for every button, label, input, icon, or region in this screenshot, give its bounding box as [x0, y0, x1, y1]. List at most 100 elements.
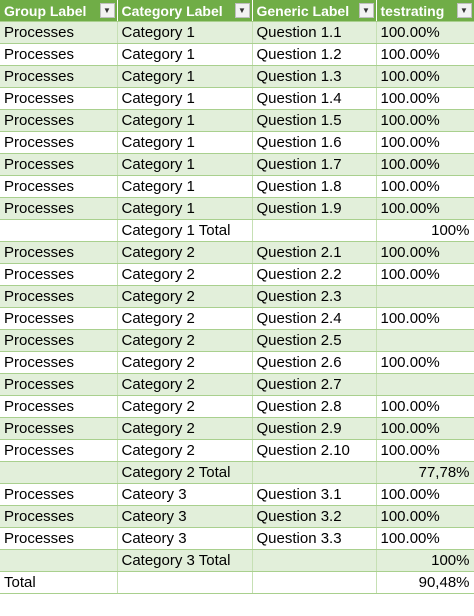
cell-generic[interactable]: Question 1.7	[252, 153, 377, 176]
cell-category[interactable]: Category 1	[117, 65, 253, 88]
cell-category[interactable]: Category 2	[117, 241, 253, 264]
cell-rating[interactable]: 100%	[376, 549, 474, 572]
header-testrating[interactable]: testrating ▼	[376, 0, 474, 22]
cell-group[interactable]: Processes	[0, 307, 118, 330]
cell-group[interactable]: Processes	[0, 527, 118, 550]
cell-generic[interactable]	[252, 549, 377, 572]
cell-rating[interactable]: 100.00%	[376, 263, 474, 286]
cell-rating[interactable]: 100.00%	[376, 43, 474, 66]
cell-generic[interactable]: Question 2.5	[252, 329, 377, 352]
header-group-label[interactable]: Group Label ▼	[0, 0, 118, 22]
cell-rating[interactable]: 100.00%	[376, 87, 474, 110]
cell-generic[interactable]: Question 3.1	[252, 483, 377, 506]
cell-group[interactable]: Processes	[0, 109, 118, 132]
cell-generic[interactable]: Question 2.10	[252, 439, 377, 462]
cell-rating[interactable]: 100.00%	[376, 351, 474, 374]
cell-group[interactable]: Processes	[0, 65, 118, 88]
cell-rating[interactable]: 100.00%	[376, 109, 474, 132]
cell-group[interactable]: Processes	[0, 241, 118, 264]
cell-generic[interactable]: Question 2.2	[252, 263, 377, 286]
cell-generic[interactable]: Question 3.2	[252, 505, 377, 528]
cell-rating[interactable]	[376, 329, 474, 352]
cell-rating[interactable]: 100.00%	[376, 65, 474, 88]
cell-generic[interactable]: Question 2.6	[252, 351, 377, 374]
dropdown-arrow-icon[interactable]: ▼	[456, 3, 472, 18]
cell-rating[interactable]: 100.00%	[376, 21, 474, 44]
cell-category[interactable]: Category 2	[117, 307, 253, 330]
cell-group[interactable]: Processes	[0, 131, 118, 154]
cell-group[interactable]: Processes	[0, 263, 118, 286]
cell-rating[interactable]: 100.00%	[376, 131, 474, 154]
cell-rating[interactable]	[376, 373, 474, 396]
cell-category[interactable]: Category 2	[117, 263, 253, 286]
cell-category[interactable]	[117, 571, 253, 594]
cell-group[interactable]	[0, 461, 118, 484]
cell-generic[interactable]: Question 1.2	[252, 43, 377, 66]
cell-category[interactable]: Category 1	[117, 131, 253, 154]
cell-generic[interactable]: Question 2.8	[252, 395, 377, 418]
cell-rating[interactable]: 100.00%	[376, 241, 474, 264]
cell-category[interactable]: Category 2 Total	[117, 461, 253, 484]
cell-group[interactable]: Processes	[0, 197, 118, 220]
cell-generic[interactable]: Question 2.7	[252, 373, 377, 396]
cell-category[interactable]: Category 2	[117, 329, 253, 352]
cell-rating[interactable]: 100.00%	[376, 175, 474, 198]
cell-generic[interactable]: Question 2.1	[252, 241, 377, 264]
cell-group[interactable]: Processes	[0, 87, 118, 110]
cell-generic[interactable]	[252, 461, 377, 484]
cell-group[interactable]: Processes	[0, 373, 118, 396]
cell-generic[interactable]: Question 2.3	[252, 285, 377, 308]
cell-group[interactable]	[0, 219, 118, 242]
cell-group[interactable]	[0, 549, 118, 572]
cell-rating[interactable]: 100.00%	[376, 527, 474, 550]
cell-category[interactable]: Category 2	[117, 395, 253, 418]
cell-category[interactable]: Category 2	[117, 439, 253, 462]
cell-rating[interactable]: 100.00%	[376, 307, 474, 330]
cell-category[interactable]: Category 1	[117, 153, 253, 176]
cell-rating[interactable]: 100%	[376, 219, 474, 242]
header-category-label[interactable]: Category Label ▼	[117, 0, 253, 22]
cell-category[interactable]: Category 1	[117, 21, 253, 44]
cell-rating[interactable]: 90,48%	[376, 571, 474, 594]
cell-category[interactable]: Category 3 Total	[117, 549, 253, 572]
cell-rating[interactable]: 100.00%	[376, 153, 474, 176]
cell-group[interactable]: Processes	[0, 417, 118, 440]
cell-group[interactable]: Processes	[0, 285, 118, 308]
cell-category[interactable]: Category 2	[117, 351, 253, 374]
cell-group[interactable]: Processes	[0, 439, 118, 462]
cell-generic[interactable]: Question 1.9	[252, 197, 377, 220]
cell-group[interactable]: Processes	[0, 483, 118, 506]
cell-category[interactable]: Category 1	[117, 43, 253, 66]
cell-group[interactable]: Processes	[0, 395, 118, 418]
cell-category[interactable]: Cateory 3	[117, 527, 253, 550]
cell-generic[interactable]: Question 2.9	[252, 417, 377, 440]
cell-category[interactable]: Category 2	[117, 285, 253, 308]
cell-rating[interactable]: 100.00%	[376, 417, 474, 440]
cell-category[interactable]: Category 1	[117, 87, 253, 110]
cell-rating[interactable]: 77,78%	[376, 461, 474, 484]
cell-group[interactable]: Processes	[0, 43, 118, 66]
cell-category[interactable]: Category 1	[117, 109, 253, 132]
cell-group[interactable]: Processes	[0, 175, 118, 198]
header-generic-label[interactable]: Generic Label ▼	[252, 0, 377, 22]
cell-group[interactable]: Processes	[0, 505, 118, 528]
cell-generic[interactable]: Question 1.6	[252, 131, 377, 154]
cell-generic[interactable]: Question 1.4	[252, 87, 377, 110]
dropdown-arrow-icon[interactable]: ▼	[99, 3, 115, 18]
cell-generic[interactable]: Question 1.8	[252, 175, 377, 198]
cell-group[interactable]: Processes	[0, 329, 118, 352]
cell-generic[interactable]: Question 2.4	[252, 307, 377, 330]
cell-generic[interactable]	[252, 571, 377, 594]
cell-rating[interactable]: 100.00%	[376, 395, 474, 418]
dropdown-arrow-icon[interactable]: ▼	[358, 3, 374, 18]
cell-category[interactable]: Category 2	[117, 373, 253, 396]
cell-rating[interactable]	[376, 285, 474, 308]
cell-generic[interactable]: Question 1.5	[252, 109, 377, 132]
cell-generic[interactable]	[252, 219, 377, 242]
cell-category[interactable]: Cateory 3	[117, 483, 253, 506]
cell-generic[interactable]: Question 1.1	[252, 21, 377, 44]
cell-category[interactable]: Category 2	[117, 417, 253, 440]
cell-rating[interactable]: 100.00%	[376, 505, 474, 528]
cell-category[interactable]: Category 1	[117, 197, 253, 220]
cell-group[interactable]: Total	[0, 571, 118, 594]
